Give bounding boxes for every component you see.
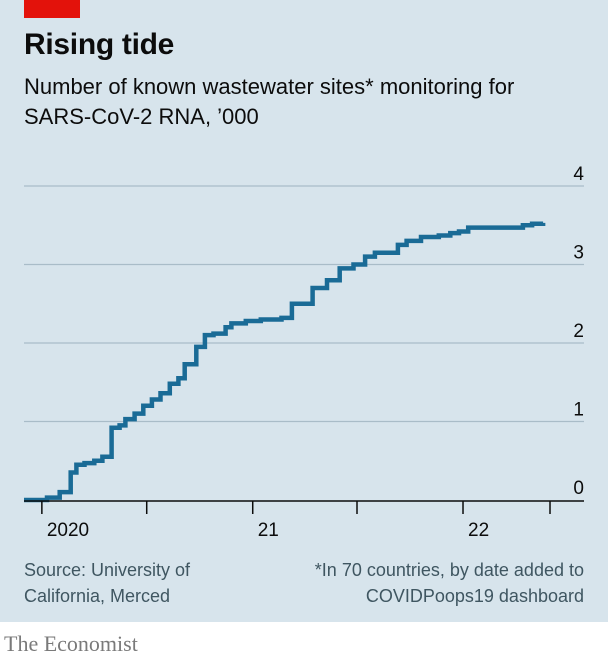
y-tick-label-2: 2 <box>573 321 584 342</box>
y-tick-label-0: 0 <box>573 478 584 499</box>
source-note: Source: University of California, Merced <box>24 560 191 606</box>
x-tick-label-21: 21 <box>258 520 279 541</box>
y-tick-label-3: 3 <box>573 243 584 264</box>
footnote: *In 70 countries, by date added to COVID… <box>314 560 584 606</box>
y-tick-label-1: 1 <box>573 400 584 421</box>
y-tick-label-4: 4 <box>573 164 584 185</box>
series-line-wastewater-sites <box>24 221 546 503</box>
x-tick-label-22: 22 <box>468 520 489 541</box>
brand-red-tag <box>24 0 80 18</box>
brand-logo: The Economist <box>4 631 138 656</box>
x-tick-label-2020: 2020 <box>47 520 89 541</box>
chart-subtitle: Number of known wastewater sites* monito… <box>24 74 515 129</box>
chart-title: Rising tide <box>24 28 175 61</box>
footer-bar <box>0 622 608 662</box>
